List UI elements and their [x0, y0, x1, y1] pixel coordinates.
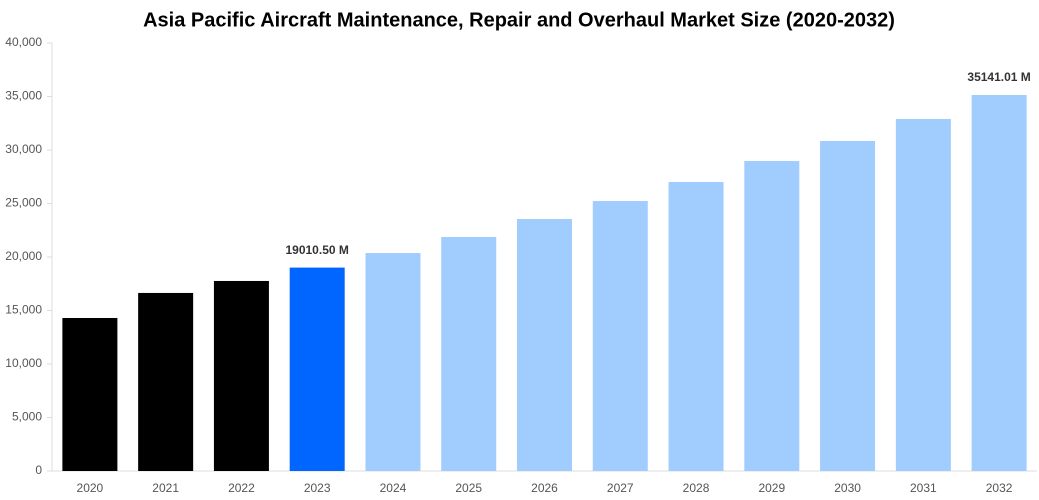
x-tick-label: 2021: [152, 481, 179, 495]
bar: [441, 236, 497, 471]
y-tick-label: 0: [35, 463, 42, 477]
x-tick-label: 2024: [380, 481, 407, 495]
y-tick-label: 35,000: [5, 89, 42, 103]
x-tick-label: 2030: [834, 481, 861, 495]
x-tick-label: 2029: [758, 481, 785, 495]
x-tick-label: 2023: [304, 481, 331, 495]
bar: [895, 118, 951, 471]
bar: [138, 292, 194, 471]
bar: [289, 267, 345, 471]
x-tick-label: 2022: [228, 481, 255, 495]
bar: [592, 201, 648, 471]
y-tick-label: 15,000: [5, 303, 42, 317]
bar: [744, 161, 800, 471]
y-tick-label: 10,000: [5, 356, 42, 370]
x-tick-label: 2028: [683, 481, 710, 495]
x-tick-label: 2031: [910, 481, 937, 495]
value-label: 35141.01 M: [967, 70, 1030, 84]
x-tick-label: 2025: [455, 481, 482, 495]
chart-title: Asia Pacific Aircraft Maintenance, Repai…: [143, 9, 895, 31]
bar: [517, 219, 572, 471]
bar: [365, 253, 421, 471]
y-tick-label: 40,000: [5, 35, 42, 49]
y-tick-label: 20,000: [5, 249, 42, 263]
x-tick-label: 2032: [986, 481, 1013, 495]
y-tick-label: 25,000: [5, 196, 42, 210]
x-tick-label: 2020: [77, 481, 104, 495]
value-label: 19010.50 M: [285, 243, 348, 257]
bar: [971, 94, 1027, 471]
x-tick-label: 2026: [531, 481, 558, 495]
bar: [668, 181, 724, 472]
y-tick-label: 30,000: [5, 142, 42, 156]
bar: [213, 280, 269, 471]
bar: [62, 317, 118, 471]
y-tick-label: 5,000: [12, 410, 42, 424]
bar: [820, 141, 876, 471]
x-tick-label: 2027: [607, 481, 634, 495]
